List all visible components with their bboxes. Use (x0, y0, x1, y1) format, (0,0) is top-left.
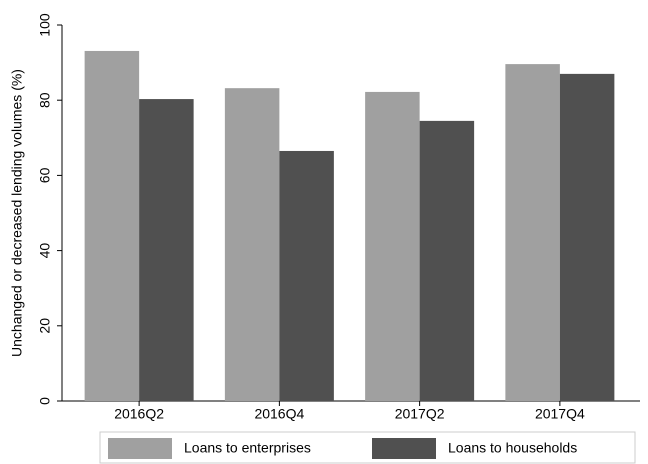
legend-box (99, 431, 636, 464)
bar (279, 150, 334, 401)
y-tick-label: 0 (37, 397, 53, 405)
bar (419, 120, 475, 401)
legend-swatch (372, 438, 436, 459)
y-tick-label: 20 (37, 318, 53, 334)
x-tick-label: 2017Q4 (535, 406, 585, 422)
y-tick-label: 80 (37, 92, 53, 108)
legend-swatch (108, 438, 172, 459)
x-tick-label: 2016Q4 (254, 406, 304, 422)
bar (224, 88, 280, 401)
x-tick-label: 2016Q2 (114, 406, 164, 422)
legend-label: Loans to enterprises (184, 440, 311, 456)
bar (559, 73, 615, 401)
y-axis-title: Unchanged or decreased lending volumes (… (9, 69, 25, 357)
x-tick-label: 2017Q2 (395, 406, 445, 422)
y-tick-label: 100 (37, 13, 53, 37)
bar (505, 64, 560, 401)
bar (139, 99, 194, 402)
legend-label: Loans to households (448, 440, 577, 456)
y-tick-label: 40 (37, 243, 53, 259)
bar (84, 50, 140, 401)
y-tick-label: 60 (37, 167, 53, 183)
bar (365, 91, 420, 401)
